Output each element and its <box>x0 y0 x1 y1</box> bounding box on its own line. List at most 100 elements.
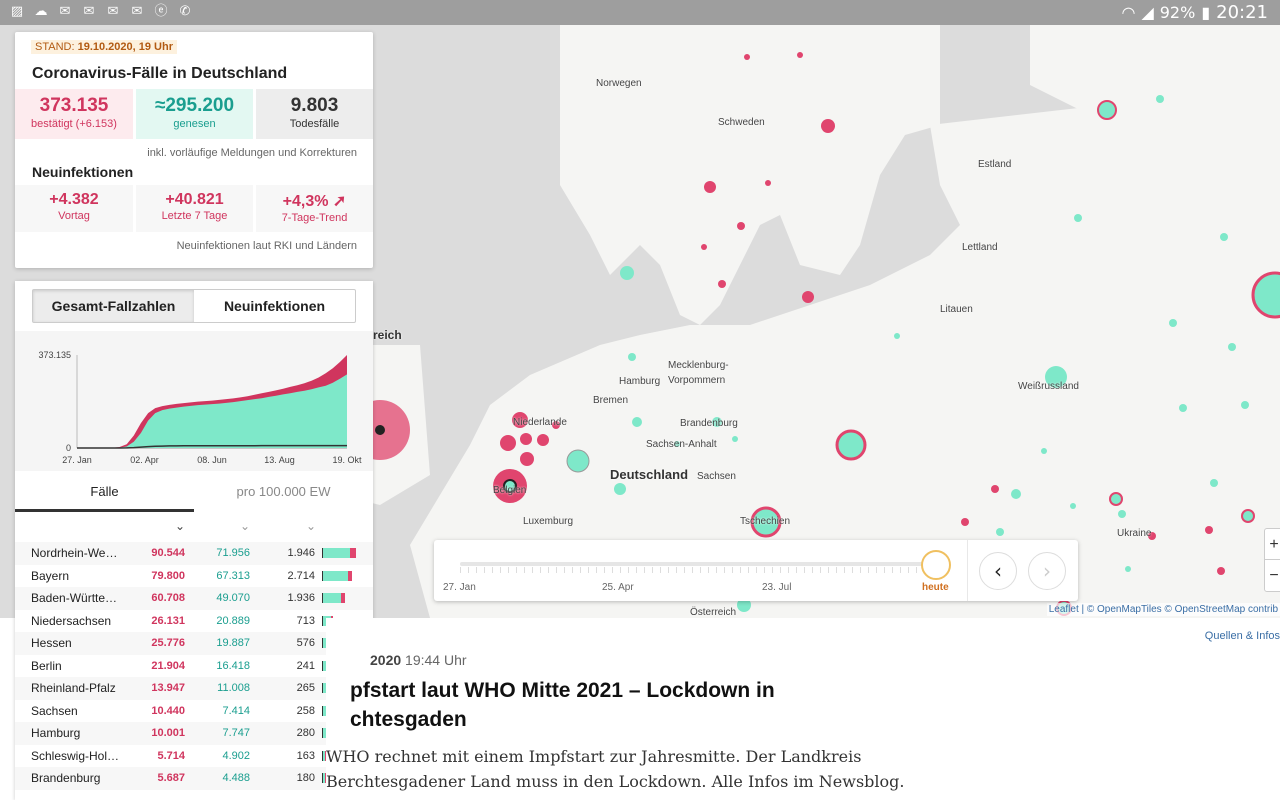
next-button[interactable]: › <box>1028 552 1066 590</box>
table-row[interactable]: Hessen 25.776 19.887 576 <box>15 632 373 655</box>
state-bar <box>322 593 346 603</box>
map-marker[interactable] <box>614 483 626 495</box>
map-label: Mecklenburg- <box>668 360 729 371</box>
y-tick-label: 0 <box>66 443 71 453</box>
recovered-label: genesen <box>173 118 216 130</box>
map-marker[interactable] <box>797 52 803 58</box>
state-cases: 79.800 <box>151 569 185 582</box>
map-marker[interactable] <box>1097 100 1117 120</box>
map-marker[interactable] <box>552 421 560 429</box>
map-marker[interactable] <box>991 485 999 493</box>
map-label: Niederlande <box>513 417 567 428</box>
state-name: Hamburg <box>31 726 81 740</box>
map-marker[interactable] <box>520 433 532 445</box>
map-marker[interactable] <box>1074 214 1082 222</box>
map-marker[interactable] <box>802 291 814 303</box>
map-label: Estland <box>978 159 1012 170</box>
trend-label: 7-Tage-Trend <box>281 212 348 224</box>
map-marker[interactable] <box>1241 401 1249 409</box>
map-marker[interactable] <box>737 222 745 230</box>
sort-deaths-icon[interactable]: ⌄ <box>306 519 317 533</box>
map-marker[interactable] <box>620 266 634 280</box>
map-marker[interactable] <box>1045 366 1067 388</box>
map-marker[interactable] <box>704 181 716 193</box>
map-label: reich <box>373 328 402 342</box>
map-marker[interactable] <box>1109 492 1123 506</box>
article-headline[interactable]: pfstart laut WHO Mitte 2021 – Lockdown i… <box>350 679 775 731</box>
map-marker[interactable] <box>1125 566 1131 572</box>
new-7d-label: Letzte 7 Tage <box>161 210 228 222</box>
table-row[interactable]: Sachsen 10.440 7.414 258 <box>15 700 373 723</box>
sort-recovered-icon[interactable]: ⌄ <box>240 519 251 533</box>
map-label: Brandenburg <box>680 418 738 429</box>
seg-total-button[interactable]: Gesamt-Fallzahlen <box>33 290 194 322</box>
map-marker[interactable] <box>1228 343 1236 351</box>
map-marker[interactable] <box>566 449 590 473</box>
article-teaser: WHO rechnet mit einem Impfstart zur Jahr… <box>326 747 905 791</box>
map-marker[interactable] <box>1169 319 1177 327</box>
state-name: Baden-Württe… <box>31 591 118 605</box>
map-marker[interactable] <box>701 244 707 250</box>
summary-note: inkl. vorläufige Meldungen und Korrektur… <box>147 147 357 159</box>
sort-cases-icon[interactable]: ⌄ <box>175 519 186 533</box>
zoom-control: + − <box>1264 528 1280 592</box>
finland <box>1030 25 1280 135</box>
map-marker[interactable] <box>1210 479 1218 487</box>
map-marker[interactable] <box>1251 271 1280 319</box>
time-slider-track[interactable] <box>460 562 940 566</box>
map-marker[interactable] <box>628 353 636 361</box>
map-marker[interactable] <box>537 434 549 446</box>
map-marker[interactable] <box>894 333 900 339</box>
map-marker[interactable] <box>996 528 1004 536</box>
map-marker[interactable] <box>1118 510 1126 518</box>
map-marker[interactable] <box>674 441 680 447</box>
table-row[interactable]: Berlin 21.904 16.418 241 <box>15 655 373 678</box>
map-marker[interactable] <box>1220 233 1228 241</box>
map-marker[interactable] <box>520 452 534 466</box>
table-row[interactable]: Nordrhein-We… 90.544 71.956 1.946 <box>15 542 373 565</box>
tab-cases[interactable]: Fälle <box>15 477 194 512</box>
table-row[interactable]: Brandenburg 5.687 4.488 180 <box>15 767 373 790</box>
zoom-in-button[interactable]: + <box>1265 529 1280 560</box>
tab-per100k[interactable]: pro 100.000 EW <box>236 484 331 499</box>
map-marker[interactable] <box>961 518 969 526</box>
table-row[interactable]: Bayern 79.800 67.313 2.714 <box>15 565 373 588</box>
map-marker[interactable] <box>1217 567 1225 575</box>
table-row[interactable]: Baden-Württe… 60.708 49.070 1.936 <box>15 587 373 610</box>
map-marker[interactable] <box>1205 526 1213 534</box>
zoom-out-button[interactable]: − <box>1269 567 1279 584</box>
seg-new-button[interactable]: Neuinfektionen <box>223 298 326 314</box>
map-marker[interactable] <box>1241 509 1255 523</box>
map-marker[interactable] <box>835 429 867 461</box>
map-marker[interactable] <box>512 412 528 428</box>
map-marker[interactable] <box>1011 489 1021 499</box>
map-marker[interactable] <box>750 506 782 538</box>
map-marker[interactable] <box>712 417 722 427</box>
state-cases: 5.714 <box>157 749 185 762</box>
map-marker[interactable] <box>1156 95 1164 103</box>
map-attribution[interactable]: Leaflet | © OpenMapTiles © OpenStreetMap… <box>1046 603 1280 616</box>
table-row[interactable]: Hamburg 10.001 7.747 280 <box>15 722 373 745</box>
map-marker[interactable] <box>1179 404 1187 412</box>
state-name: Bayern <box>31 568 70 583</box>
state-recovered: 49.070 <box>216 592 250 604</box>
map-marker[interactable] <box>1041 448 1047 454</box>
state-deaths: 2.714 <box>287 569 315 582</box>
time-slider-handle[interactable] <box>921 550 951 580</box>
map-marker[interactable] <box>632 417 642 427</box>
map-marker[interactable] <box>1148 532 1156 540</box>
map-marker[interactable] <box>821 119 835 133</box>
news-article[interactable]: Quellen & Infos 2020 19:44 Uhr pfstart l… <box>326 618 1280 800</box>
map-marker[interactable] <box>744 54 750 60</box>
map-marker[interactable] <box>718 280 726 288</box>
map-marker[interactable] <box>737 598 751 612</box>
map-marker[interactable] <box>765 180 771 186</box>
map-marker[interactable] <box>1070 503 1076 509</box>
map-marker[interactable] <box>732 436 738 442</box>
prev-button[interactable]: ‹ <box>979 552 1017 590</box>
sources-link[interactable]: Quellen & Infos <box>1204 630 1280 642</box>
table-row[interactable]: Rheinland-Pfalz 13.947 11.008 265 <box>15 677 373 700</box>
table-row[interactable]: Schleswig-Hol… 5.714 4.902 163 <box>15 745 373 768</box>
map-marker[interactable] <box>500 435 516 451</box>
table-row[interactable]: Niedersachsen 26.131 20.889 713 <box>15 610 373 633</box>
